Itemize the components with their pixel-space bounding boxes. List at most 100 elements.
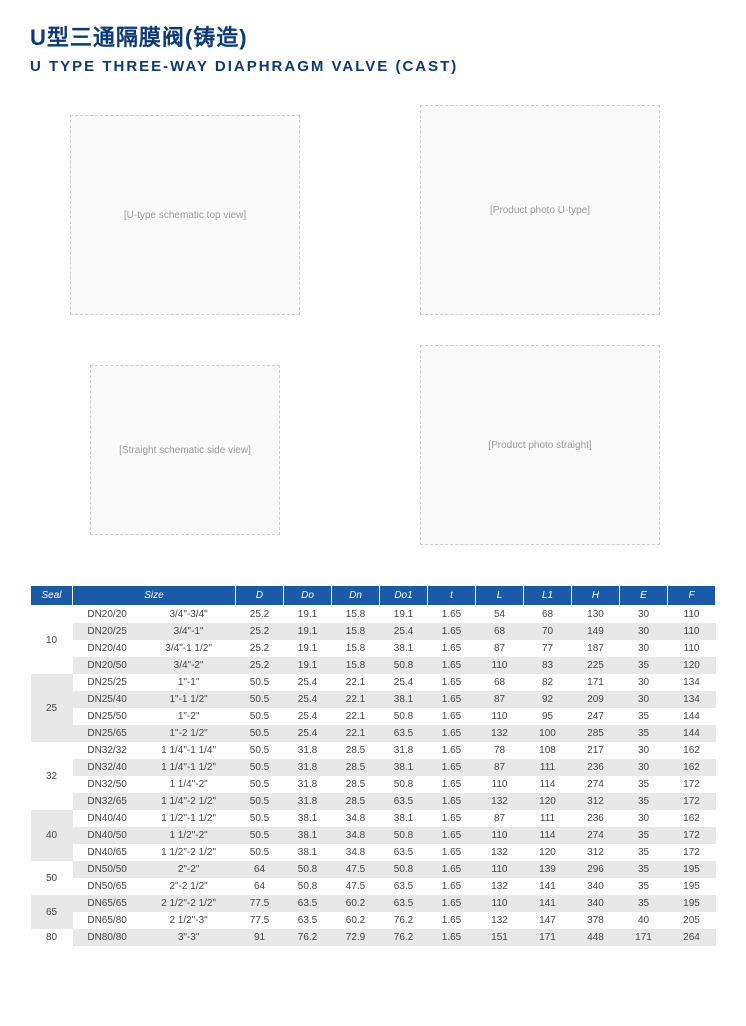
data-cell: 54 — [476, 606, 524, 624]
data-cell: DN25/25 — [73, 674, 142, 691]
schematic-u-type: [U-type schematic top view] — [70, 115, 300, 315]
data-cell: 172 — [668, 793, 716, 810]
data-cell: 1.65 — [428, 912, 476, 929]
data-cell: 15.8 — [332, 606, 380, 624]
table-row: 50DN50/502"-2"6450.847.550.81.6511013929… — [31, 861, 716, 878]
data-cell: 1.65 — [428, 606, 476, 624]
data-cell: 50.5 — [236, 810, 284, 827]
data-cell: 120 — [524, 844, 572, 861]
data-cell: 82 — [524, 674, 572, 691]
data-cell: 35 — [620, 725, 668, 742]
data-cell: 76.2 — [284, 929, 332, 946]
data-cell: 50.8 — [380, 708, 428, 725]
data-cell: DN65/80 — [73, 912, 142, 929]
data-cell: 63.5 — [380, 793, 428, 810]
data-cell: 2"-2" — [142, 861, 236, 878]
col-header: L1 — [524, 586, 572, 606]
data-cell: 3/4"-3/4" — [142, 606, 236, 624]
data-cell: 25.4 — [284, 691, 332, 708]
data-cell: 47.5 — [332, 861, 380, 878]
data-cell: 225 — [572, 657, 620, 674]
data-cell: 25.4 — [380, 623, 428, 640]
table-row: DN20/503/4"-2"25.219.115.850.81.65110832… — [31, 657, 716, 674]
data-cell: 2 1/2"-3" — [142, 912, 236, 929]
data-cell: 1.65 — [428, 895, 476, 912]
data-cell: 76.2 — [380, 929, 428, 946]
data-cell: 1.65 — [428, 674, 476, 691]
data-cell: DN32/32 — [73, 742, 142, 759]
data-cell: 38.1 — [380, 759, 428, 776]
data-cell: 171 — [620, 929, 668, 946]
col-header: t — [428, 586, 476, 606]
data-cell: 1"-1" — [142, 674, 236, 691]
data-cell: 162 — [668, 759, 716, 776]
data-cell: 172 — [668, 776, 716, 793]
diagram-area: [U-type schematic top view] [Product pho… — [30, 105, 716, 565]
data-cell: 205 — [668, 912, 716, 929]
data-cell: 209 — [572, 691, 620, 708]
data-cell: 22.1 — [332, 691, 380, 708]
data-cell: 63.5 — [284, 895, 332, 912]
col-header: L — [476, 586, 524, 606]
data-cell: 236 — [572, 759, 620, 776]
data-cell: 87 — [476, 640, 524, 657]
data-cell: 132 — [476, 725, 524, 742]
data-cell: 60.2 — [332, 895, 380, 912]
data-cell: 19.1 — [284, 640, 332, 657]
data-cell: 50.5 — [236, 674, 284, 691]
data-cell: 63.5 — [380, 844, 428, 861]
table-row: DN25/401"-1 1/2"50.525.422.138.11.658792… — [31, 691, 716, 708]
seal-cell: 32 — [31, 742, 73, 810]
data-cell: 70 — [524, 623, 572, 640]
data-cell: 15.8 — [332, 640, 380, 657]
data-cell: 50.8 — [284, 878, 332, 895]
data-cell: 63.5 — [380, 895, 428, 912]
data-cell: 110 — [668, 606, 716, 624]
data-cell: DN50/65 — [73, 878, 142, 895]
data-cell: 34.8 — [332, 844, 380, 861]
col-header: H — [572, 586, 620, 606]
data-cell: 22.1 — [332, 708, 380, 725]
data-cell: DN25/65 — [73, 725, 142, 742]
data-cell: 144 — [668, 725, 716, 742]
table-row: DN32/651 1/4"-2 1/2"50.531.828.563.51.65… — [31, 793, 716, 810]
data-cell: DN40/40 — [73, 810, 142, 827]
data-cell: 30 — [620, 674, 668, 691]
data-cell: 35 — [620, 793, 668, 810]
data-cell: DN32/65 — [73, 793, 142, 810]
data-cell: 141 — [524, 878, 572, 895]
table-body: 10DN20/203/4"-3/4"25.219.115.819.11.6554… — [31, 606, 716, 947]
data-cell: 77.5 — [236, 895, 284, 912]
data-cell: 114 — [524, 776, 572, 793]
data-cell: 3"-3" — [142, 929, 236, 946]
data-cell: 50.8 — [380, 827, 428, 844]
seal-cell: 10 — [31, 606, 73, 675]
data-cell: 15.8 — [332, 623, 380, 640]
data-cell: 50.5 — [236, 691, 284, 708]
data-cell: DN20/50 — [73, 657, 142, 674]
seal-cell: 80 — [31, 929, 73, 946]
data-cell: 110 — [476, 895, 524, 912]
data-cell: 1 1/4"-2 1/2" — [142, 793, 236, 810]
data-cell: 1.65 — [428, 708, 476, 725]
data-cell: 134 — [668, 674, 716, 691]
data-cell: DN20/25 — [73, 623, 142, 640]
data-cell: 19.1 — [284, 606, 332, 624]
data-cell: 1.65 — [428, 861, 476, 878]
table-row: DN25/651"-2 1/2"50.525.422.163.51.651321… — [31, 725, 716, 742]
data-cell: 132 — [476, 878, 524, 895]
data-cell: 31.8 — [284, 793, 332, 810]
data-cell: 35 — [620, 861, 668, 878]
data-cell: DN20/40 — [73, 640, 142, 657]
data-cell: 30 — [620, 606, 668, 624]
data-cell: 144 — [668, 708, 716, 725]
data-cell: 162 — [668, 742, 716, 759]
data-cell: 1"-1 1/2" — [142, 691, 236, 708]
data-cell: 35 — [620, 878, 668, 895]
data-cell: DN25/50 — [73, 708, 142, 725]
data-cell: DN40/65 — [73, 844, 142, 861]
data-cell: 1 1/2"-2 1/2" — [142, 844, 236, 861]
data-cell: 1.65 — [428, 810, 476, 827]
data-cell: 132 — [476, 912, 524, 929]
table-row: DN40/651 1/2"-2 1/2"50.538.134.863.51.65… — [31, 844, 716, 861]
